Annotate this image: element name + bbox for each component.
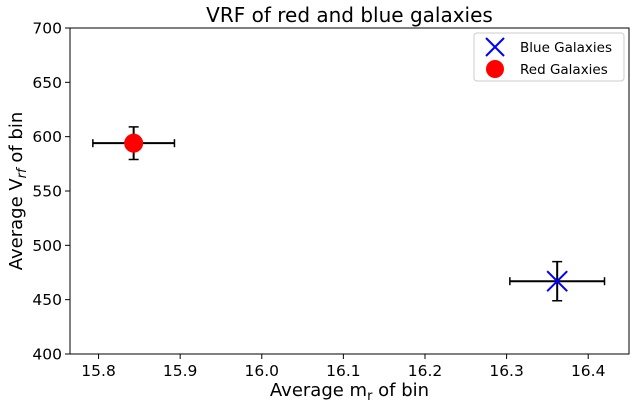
y-axis-label-rest: of bin bbox=[6, 112, 27, 169]
red-galaxies-point bbox=[124, 133, 144, 153]
y-tick-label: 500 bbox=[32, 237, 62, 255]
legend-box bbox=[473, 32, 625, 82]
x-tick-label: 15.9 bbox=[163, 362, 198, 380]
x-axis-label-main: Average m bbox=[270, 380, 367, 401]
x-tick-label: 16.1 bbox=[326, 362, 361, 380]
chart-title: VRF of red and blue galaxies bbox=[206, 3, 493, 27]
legend-x-marker bbox=[485, 37, 505, 57]
blue-galaxies-point bbox=[546, 270, 568, 292]
x-tick-label: 16.2 bbox=[408, 362, 443, 380]
data-marks bbox=[92, 126, 606, 302]
y-tick-label: 650 bbox=[32, 74, 62, 92]
legend-label: Blue Galaxies bbox=[520, 40, 612, 56]
y-tick-label: 550 bbox=[32, 183, 62, 201]
y-axis-label-main: Average V bbox=[6, 178, 27, 271]
x-tick-label: 16.0 bbox=[245, 362, 280, 380]
y-tick-label: 450 bbox=[32, 291, 62, 309]
y-axis-label-subscript: rf bbox=[15, 166, 30, 178]
y-tick-label: 600 bbox=[32, 128, 62, 146]
x-marker-stroke bbox=[546, 270, 568, 292]
y-axis-label: Average Vrf of bin bbox=[6, 112, 30, 271]
legend-circle-marker bbox=[486, 60, 504, 78]
x-axis-label: Average mr of bin bbox=[270, 380, 429, 404]
x-tick-label: 15.8 bbox=[81, 362, 116, 380]
x-axis-label-rest: of bin bbox=[372, 380, 429, 401]
x-tick-label: 16.4 bbox=[571, 362, 606, 380]
x-axis-label-subscript: r bbox=[367, 389, 373, 404]
x-tick-label: 16.3 bbox=[489, 362, 524, 380]
legend-x-stroke bbox=[485, 37, 505, 57]
y-axis-ticks: 400 450 500 550 600 650 700 bbox=[32, 20, 70, 364]
legend-label: Red Galaxies bbox=[520, 62, 608, 78]
x-axis-ticks: 15.8 15.9 16.0 16.1 16.2 16.3 16.4 bbox=[81, 354, 605, 380]
y-tick-label: 400 bbox=[32, 346, 62, 364]
y-tick-label: 700 bbox=[32, 20, 62, 38]
plot-frame bbox=[69, 27, 630, 355]
legend: Blue Galaxies Red Galaxies bbox=[473, 32, 625, 82]
